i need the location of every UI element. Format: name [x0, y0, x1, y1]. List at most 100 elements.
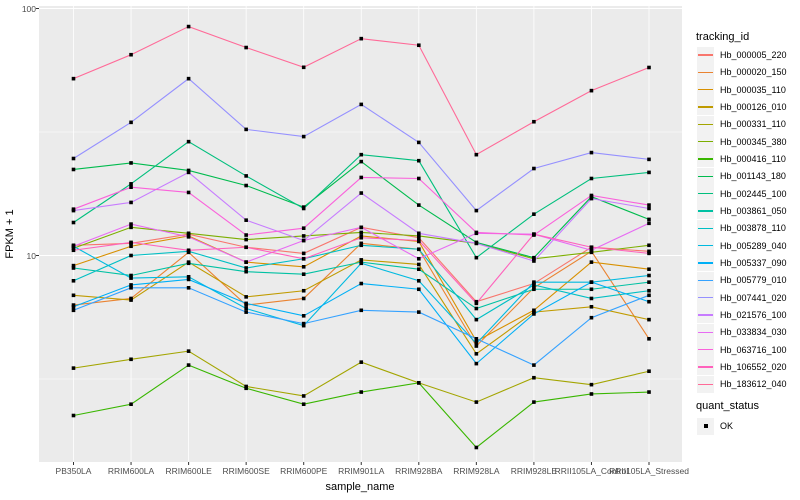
data-point — [186, 274, 191, 279]
data-point — [186, 168, 191, 173]
legend-key — [697, 289, 714, 307]
legend-key — [697, 202, 714, 220]
legend-entry-label: Hb_000416_110 — [720, 153, 786, 164]
data-point — [589, 248, 594, 253]
data-point — [71, 220, 76, 225]
data-point — [301, 206, 306, 211]
data-point — [647, 170, 651, 175]
data-point — [129, 222, 133, 226]
data-point — [129, 120, 133, 125]
data-point — [71, 293, 76, 298]
data-point — [186, 277, 191, 282]
data-point — [532, 212, 536, 216]
data-point — [129, 283, 133, 287]
data-point — [129, 182, 133, 186]
legend-entry: Hb_021576_100 — [697, 306, 787, 324]
axis-tick-marks — [36, 8, 650, 465]
data-point — [244, 260, 248, 264]
data-point — [474, 341, 479, 346]
data-point — [244, 233, 248, 237]
data-point — [129, 357, 133, 362]
legend-key — [697, 46, 714, 64]
data-point — [532, 283, 536, 287]
data-point — [474, 255, 479, 260]
legend-line-swatch — [698, 54, 713, 56]
data-point — [589, 287, 594, 292]
data-point — [589, 176, 594, 181]
data-point — [647, 157, 651, 162]
legend-line-swatch — [698, 140, 713, 143]
legend-quant-status: quant_status OK — [696, 400, 759, 435]
data-point — [647, 217, 651, 222]
legend-entry-label: Hb_003878_110 — [720, 223, 786, 234]
data-point — [417, 203, 421, 207]
data-point — [532, 308, 536, 313]
data-point — [417, 234, 421, 238]
data-point — [186, 139, 191, 144]
legend-key — [697, 358, 714, 376]
data-point — [359, 159, 364, 164]
data-point — [417, 158, 421, 163]
data-point — [359, 234, 364, 238]
legend-line-swatch — [698, 175, 713, 177]
legend-key — [697, 98, 714, 116]
data-point — [359, 175, 364, 180]
data-point — [71, 207, 76, 211]
data-point — [647, 251, 651, 256]
data-point — [359, 390, 364, 394]
data-point — [71, 366, 76, 370]
data-point — [301, 234, 306, 238]
data-point — [244, 301, 248, 306]
data-point — [647, 221, 651, 226]
legend-entry-label: Hb_021576_100 — [720, 309, 787, 320]
data-point — [244, 386, 248, 391]
data-point — [474, 336, 479, 341]
legend-line-swatch — [698, 227, 713, 229]
data-point — [417, 310, 421, 314]
data-point — [244, 245, 248, 250]
legend-line-swatch — [698, 71, 713, 74]
y-axis-title: FPKM + 1 — [4, 209, 16, 259]
legend-entry-label: Hb_106552_020 — [720, 361, 787, 372]
legend-line-swatch — [698, 244, 713, 247]
data-point — [301, 323, 306, 328]
data-point — [359, 230, 364, 235]
legend-entry: Hb_183612_040 — [697, 375, 787, 393]
data-point — [186, 285, 191, 290]
data-point — [589, 315, 594, 320]
legend-entry: Hb_000345_380 — [697, 133, 787, 151]
data-point — [532, 255, 536, 260]
data-point — [647, 293, 651, 298]
legend-entry: Hb_002445_100 — [697, 185, 787, 203]
data-point — [589, 296, 594, 301]
legend-line-swatch — [698, 366, 713, 368]
legend-key — [697, 271, 714, 289]
data-point — [129, 298, 133, 302]
data-point — [474, 400, 479, 404]
data-point — [532, 400, 536, 404]
x-tick-label: PB350LA — [55, 466, 92, 476]
x-tick-label: RRIM928BA — [395, 466, 443, 476]
y-tick-label-10: 10 — [26, 250, 36, 261]
data-point — [474, 208, 479, 213]
legend-entry-label: Hb_003861_050 — [720, 205, 787, 216]
data-point — [129, 161, 133, 165]
legend-entry: Hb_005779_010 — [697, 271, 787, 289]
legend-line-swatch — [698, 279, 713, 281]
data-point — [186, 231, 191, 236]
data-point — [532, 232, 536, 236]
data-point — [129, 52, 133, 57]
data-point — [129, 273, 133, 278]
data-point — [474, 445, 479, 450]
data-point — [301, 238, 306, 243]
legend-entry: Hb_000331_110 — [697, 115, 786, 133]
legend-entry-label: Hb_005289_040 — [720, 240, 787, 251]
data-point — [244, 266, 248, 270]
data-point — [647, 206, 651, 211]
data-point — [589, 304, 594, 309]
data-point — [474, 344, 479, 348]
data-point — [589, 150, 594, 155]
data-point — [186, 248, 191, 253]
data-point — [244, 295, 248, 299]
legend-entry-label: Hb_001143_180 — [720, 171, 786, 182]
